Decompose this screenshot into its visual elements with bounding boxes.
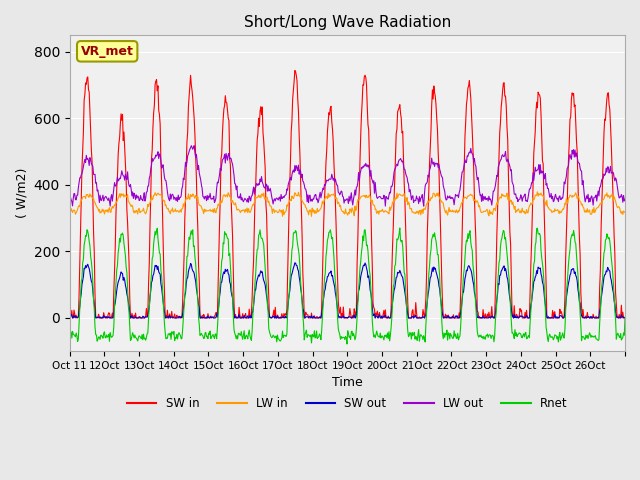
SW in: [66, 312, 74, 318]
LW in: [260, 195, 268, 201]
Rnet: [396, 225, 404, 231]
SW out: [68, 315, 76, 321]
Rnet: [343, 341, 351, 347]
Line: LW out: LW out: [70, 145, 625, 206]
Rnet: [131, 332, 139, 338]
SW in: [234, 315, 241, 321]
SW out: [261, 282, 269, 288]
LW in: [534, 189, 541, 195]
LW in: [66, 206, 74, 212]
Line: SW out: SW out: [70, 263, 625, 318]
LW in: [308, 214, 316, 219]
SW out: [132, 314, 140, 320]
LW out: [420, 203, 428, 209]
SW in: [437, 251, 445, 256]
LW in: [131, 208, 139, 214]
Line: Rnet: Rnet: [70, 228, 625, 344]
Line: LW in: LW in: [70, 192, 625, 216]
Legend: SW in, LW in, SW out, LW out, Rnet: SW in, LW in, SW out, LW out, Rnet: [122, 392, 572, 415]
LW out: [437, 172, 445, 178]
Rnet: [282, 333, 289, 339]
SW in: [282, 312, 290, 318]
SW in: [291, 68, 299, 73]
LW out: [621, 196, 629, 202]
SW in: [621, 315, 629, 321]
SW in: [406, 315, 414, 321]
Rnet: [233, 333, 241, 338]
LW out: [261, 185, 269, 191]
LW in: [621, 209, 629, 215]
Rnet: [260, 252, 268, 258]
SW out: [282, 315, 290, 321]
Rnet: [406, 329, 414, 335]
Title: Short/Long Wave Radiation: Short/Long Wave Radiation: [244, 15, 451, 30]
Text: VR_met: VR_met: [81, 45, 134, 58]
Rnet: [66, 329, 74, 335]
X-axis label: Time: Time: [332, 376, 363, 389]
Rnet: [437, 302, 445, 308]
SW out: [66, 314, 74, 320]
SW out: [406, 315, 414, 321]
LW out: [234, 193, 241, 199]
SW out: [437, 300, 445, 306]
LW out: [282, 192, 290, 197]
Y-axis label: ( W/m2): ( W/m2): [15, 168, 28, 218]
LW in: [233, 207, 241, 213]
SW out: [234, 315, 241, 321]
SW out: [291, 260, 299, 266]
SW in: [132, 310, 140, 316]
LW out: [190, 143, 198, 148]
LW out: [131, 192, 139, 198]
SW in: [261, 165, 269, 170]
LW in: [436, 197, 444, 203]
SW in: [67, 315, 74, 321]
Rnet: [621, 315, 629, 321]
LW out: [66, 200, 74, 205]
LW out: [405, 189, 413, 194]
LW in: [405, 201, 413, 206]
SW out: [621, 315, 629, 321]
Line: SW in: SW in: [70, 71, 625, 318]
LW in: [282, 209, 289, 215]
